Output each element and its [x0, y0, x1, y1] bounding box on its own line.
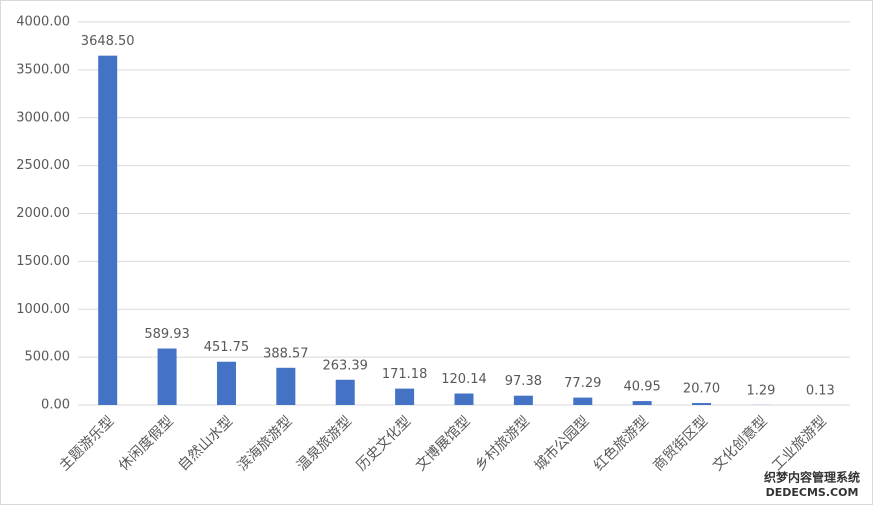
- value-label: 589.93: [144, 327, 190, 342]
- y-tick-label: 1500.00: [16, 254, 70, 269]
- value-label: 263.39: [322, 358, 368, 373]
- value-label: 388.57: [263, 346, 309, 361]
- bar: [216, 361, 236, 405]
- y-tick-label: 500.00: [25, 350, 71, 365]
- bar: [454, 393, 474, 405]
- value-label: 1.29: [746, 383, 775, 398]
- bar: [395, 388, 415, 405]
- value-label: 20.70: [683, 382, 720, 397]
- y-tick-label: 1000.00: [16, 302, 70, 317]
- bar: [513, 395, 533, 405]
- value-label: 77.29: [564, 376, 601, 391]
- y-tick-label: 2000.00: [16, 206, 70, 221]
- value-label: 171.18: [382, 367, 428, 382]
- y-tick-label: 3000.00: [16, 110, 70, 125]
- bar: [98, 55, 118, 405]
- watermark: DEDECMS.COM: [766, 486, 859, 499]
- value-label: 3648.50: [81, 34, 135, 49]
- y-tick-label: 4000.00: [16, 15, 70, 30]
- bar: [632, 401, 652, 405]
- bar: [157, 348, 177, 405]
- bar: [335, 379, 355, 405]
- value-label: 0.13: [806, 383, 835, 398]
- value-label: 120.14: [441, 372, 487, 387]
- value-label: 97.38: [505, 374, 542, 389]
- bar: [276, 367, 296, 405]
- value-label: 451.75: [204, 340, 250, 355]
- value-label: 40.95: [624, 380, 661, 395]
- y-tick-label: 2500.00: [16, 158, 70, 173]
- bar: [692, 403, 712, 405]
- y-tick-label: 0.00: [41, 398, 70, 413]
- watermark: 织梦内容管理系统: [764, 470, 860, 485]
- y-tick-label: 3500.00: [16, 62, 70, 77]
- bar: [573, 397, 593, 405]
